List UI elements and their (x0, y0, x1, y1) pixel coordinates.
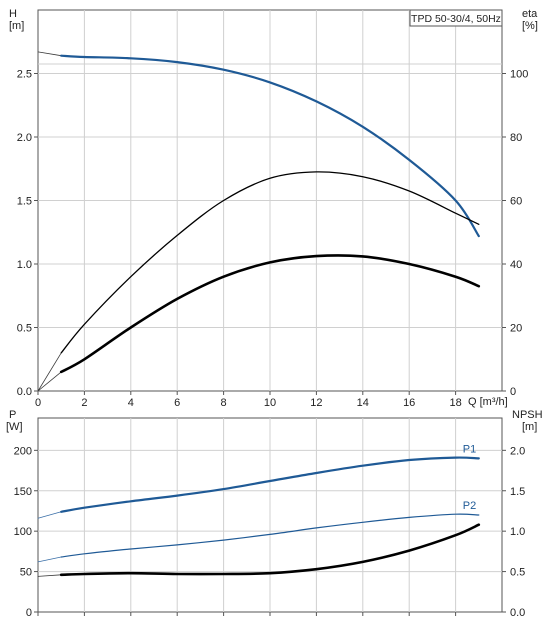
chart-title-box (409, 9, 503, 27)
y-right-tick-label: 0 (510, 386, 516, 398)
power-axis-label: P (9, 409, 16, 421)
head-axis-label: H (9, 8, 17, 20)
chart-title: TPD 50-30/4, 50Hz (411, 13, 501, 25)
npsh-axis-unit: [m] (522, 421, 537, 433)
y-right-tick-label: 60 (510, 196, 522, 208)
series-line (37, 51, 62, 57)
power-npsh-series: P1 P2 (37, 443, 481, 577)
series-line (37, 371, 62, 392)
x-tick-label: 12 (310, 397, 322, 409)
head-efficiency-series (37, 51, 481, 392)
y-left-tick-label: 2.5 (17, 69, 32, 81)
series-line (59, 254, 481, 374)
y-right-tick-label: 2.0 (510, 445, 525, 457)
y-left-tick-label: 0 (26, 607, 32, 619)
y-left-tick-label: 2.0 (17, 132, 32, 144)
x-tick-label: 6 (174, 397, 180, 409)
series-line (60, 456, 480, 513)
x-tick-label: 8 (221, 397, 227, 409)
series-line (37, 511, 62, 519)
efficiency-axis-label: eta (522, 8, 538, 20)
y-left-tick-label: 0.5 (17, 323, 32, 335)
x-tick-label: 16 (403, 397, 415, 409)
y-right-tick-label: 80 (510, 132, 522, 144)
series-line (37, 352, 62, 392)
power-npsh-plot: P1 P2 0 50 100 150 200 0.0 0.5 1.0 1.5 2.0 P [W] N… (6, 409, 543, 619)
y-right-tick-label: 20 (510, 323, 522, 335)
y-left-tick-label: 50 (20, 567, 32, 579)
series-line (60, 54, 480, 238)
y-left-tick-label: 100 (14, 526, 32, 538)
x-tick-label: 4 (128, 397, 134, 409)
power-npsh-grid (38, 418, 502, 612)
x-tick-label: 0 (35, 397, 41, 409)
y-left-tick-label: 150 (14, 486, 32, 498)
power-npsh-ticks: 0 50 100 150 200 0.0 0.5 1.0 1.5 2.0 (14, 445, 526, 619)
head-axis-unit: [m] (9, 20, 24, 32)
y-left-tick-label: 1.5 (17, 196, 32, 208)
y-right-tick-label: 40 (510, 259, 522, 271)
series-line (60, 171, 480, 354)
y-right-tick-label: 1.5 (510, 486, 525, 498)
series-line (59, 523, 481, 577)
x-tick-label: 2 (81, 397, 87, 409)
efficiency-axis-unit: [%] (522, 20, 538, 32)
y-left-tick-label: 1.0 (17, 259, 32, 271)
power-axis-unit: [W] (6, 421, 23, 433)
y-left-tick-label: 200 (14, 445, 32, 457)
curve-label: P2 (463, 500, 476, 512)
flow-axis-label: Q [m³/h] (468, 396, 508, 408)
x-tick-label: 18 (449, 397, 461, 409)
curve-label: P1 (463, 443, 476, 455)
x-tick-label: 10 (264, 397, 276, 409)
head-efficiency-plot: 0 2 4 6 8 10 12 14 16 18 0.0 0.5 1.0 1.5 2.0 2.5 0 20 40 60… (9, 8, 538, 409)
y-right-tick-label: 100 (510, 69, 528, 81)
y-right-tick-label: 0.5 (510, 567, 525, 579)
head-efficiency-ticks: 0 2 4 6 8 10 12 14 16 18 0.0 0.5 1.0 1.5 2.0 2.5 0 20 40 60… (17, 69, 529, 410)
series-line (60, 513, 480, 558)
y-right-tick-label: 1.0 (510, 526, 525, 538)
y-right-tick-label: 0.0 (510, 607, 525, 619)
series-line (37, 556, 62, 563)
x-tick-label: 14 (357, 397, 369, 409)
npsh-axis-label: NPSH (512, 409, 543, 421)
series-line (37, 574, 62, 577)
y-left-tick-label: 0.0 (17, 386, 32, 398)
